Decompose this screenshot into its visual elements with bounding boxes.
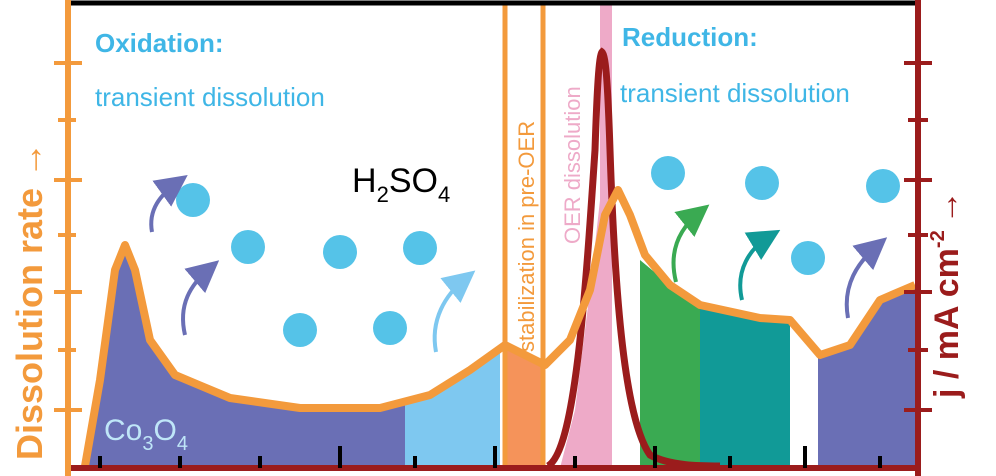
fills [85,3,915,468]
left-ticks [54,61,82,412]
dissolution-curve [81,186,917,467]
reduction-title: Reduction: [622,22,758,52]
region-label: stabilization in pre-OER [514,121,539,352]
material: Co3O4 [104,414,188,455]
right-axis-label: j / mA cm-2→ [927,190,966,399]
particles [176,156,900,347]
right-ticks [904,61,932,412]
oxidation-subtitle: transient dissolution [95,82,325,112]
region-label: OER dissolution [560,86,585,244]
left-axis-label: Dissolution rate → [9,142,50,460]
oxidation-title: Oxidation: [95,28,224,58]
bottom-ticks [98,446,882,468]
arrows [149,174,888,353]
reduction-subtitle: transient dissolution [620,78,850,108]
electrolyte: H2SO4 [352,162,450,207]
